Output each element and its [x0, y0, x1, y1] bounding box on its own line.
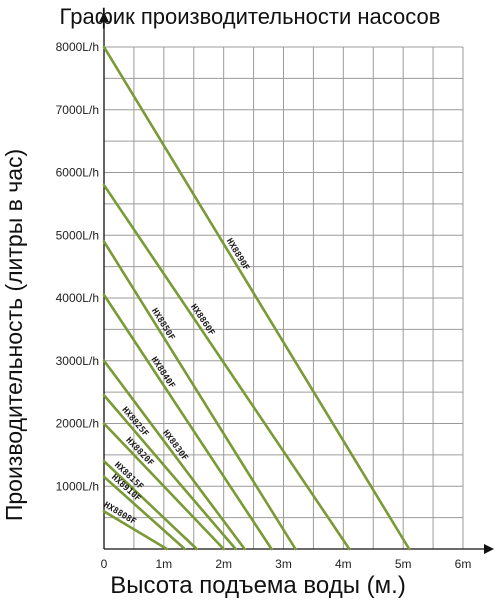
y-tick-label: 2000L/h [56, 417, 99, 431]
y-tick-label: 4000L/h [56, 291, 99, 305]
y-tick-label: 7000L/h [56, 103, 99, 117]
tick-labels: 0 1m 2m 3m 4m 5m 6m 1000L/h 2000L/h 3000L/h 4000L/… [56, 40, 472, 571]
series-line [102, 293, 273, 551]
series-line [102, 475, 187, 551]
x-tick-label: 1m [155, 557, 172, 571]
series-line [102, 422, 225, 551]
series-line [102, 459, 199, 551]
series-line [102, 359, 246, 551]
y-tick-label: 3000L/h [56, 354, 99, 368]
chart-title: График производительности насосов [60, 4, 441, 29]
axes [99, 12, 494, 554]
x-tick-label: 4m [335, 557, 352, 571]
y-tick-label: 1000L/h [56, 479, 99, 493]
y-tick-label: 6000L/h [56, 166, 99, 180]
x-tick-label: 5m [395, 557, 412, 571]
y-axis-label: Производительность (литры в час) [1, 149, 27, 521]
x-tick-label: 0 [101, 557, 108, 571]
grid [104, 46, 464, 549]
series-lines [102, 45, 411, 551]
x-tick-label: 2m [215, 557, 232, 571]
series-line [102, 393, 237, 551]
series-line [102, 183, 351, 551]
x-tick-label: 3m [275, 557, 292, 571]
y-tick-label: 5000L/h [56, 228, 99, 242]
y-tick-label: 8000L/h [56, 40, 99, 54]
x-axis-label: Высота подъема воды (м.) [110, 572, 406, 599]
series-line [102, 240, 297, 551]
series-line [102, 510, 169, 551]
series-line [102, 45, 411, 551]
x-tick-label: 6m [455, 557, 472, 571]
